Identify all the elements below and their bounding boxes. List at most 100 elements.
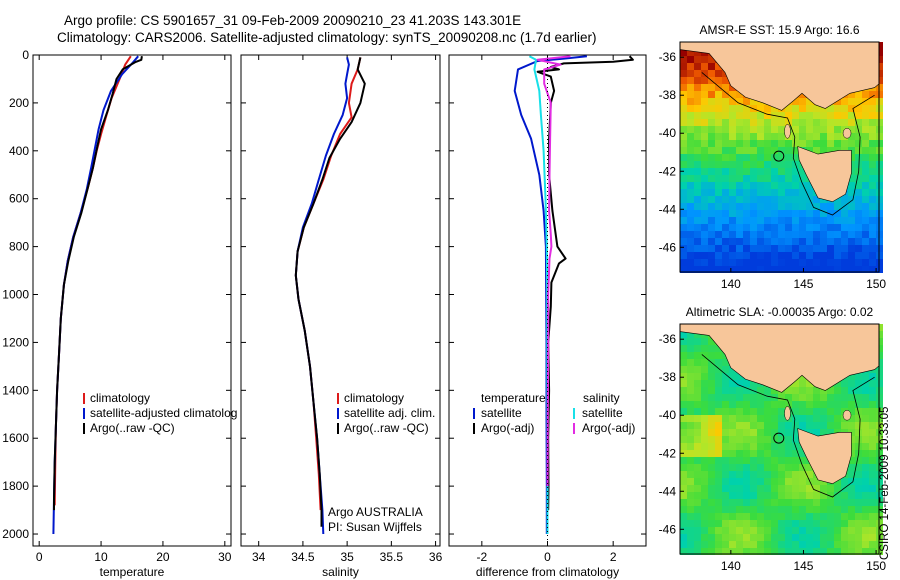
- map-cell: [687, 84, 694, 91]
- map-cell: [778, 429, 785, 436]
- map-cell: [792, 485, 799, 492]
- map-cell: [743, 527, 750, 534]
- map-cell: [680, 252, 687, 259]
- map-cell: [736, 119, 743, 126]
- map-cell: [701, 345, 708, 352]
- map-cell: [862, 259, 869, 266]
- map-cell: [862, 98, 869, 105]
- annotation-line1: Argo AUSTRALIA: [328, 505, 423, 519]
- map-cell: [750, 245, 757, 252]
- map-cell: [764, 154, 771, 161]
- map-cell: [694, 359, 701, 366]
- map-cell: [841, 534, 848, 541]
- map-cell: [827, 140, 834, 147]
- map-cell: [757, 259, 764, 266]
- map-cell: [792, 147, 799, 154]
- map-cell: [778, 245, 785, 252]
- legend-label: climatology: [90, 391, 150, 405]
- map-cell: [855, 464, 862, 471]
- map-cell: [680, 231, 687, 238]
- map-cell: [743, 168, 750, 175]
- map-cell: [785, 217, 792, 224]
- map-cell: [820, 252, 827, 259]
- map-cell: [757, 457, 764, 464]
- map-cell: [869, 506, 876, 513]
- salinity-panel: 34 34.5 35 35.5 36 salinity climatologysatelli…: [240, 54, 443, 579]
- map-cell: [729, 252, 736, 259]
- map-cell: [785, 196, 792, 203]
- map-cell: [813, 499, 820, 506]
- map-cell: [694, 182, 701, 189]
- y-tick-label: 1400: [2, 383, 29, 397]
- map-cell: [701, 534, 708, 541]
- map-cell: [841, 112, 848, 119]
- map-cell: [806, 259, 813, 266]
- mainland-australia: [679, 323, 880, 393]
- x-tick-label: 35.5: [380, 550, 404, 564]
- map-cell: [694, 245, 701, 252]
- map-cell: [799, 401, 806, 408]
- map-cell: [680, 492, 687, 499]
- map-cell: [813, 126, 820, 133]
- map-cell: [715, 345, 722, 352]
- map-cell: [708, 373, 715, 380]
- map-cell: [771, 105, 778, 112]
- map-cell: [750, 196, 757, 203]
- map-cell: [722, 147, 729, 154]
- map-cell: [813, 245, 820, 252]
- map-cell: [785, 457, 792, 464]
- map-cell: [778, 527, 785, 534]
- map-cell: [792, 408, 799, 415]
- map-cell: [750, 464, 757, 471]
- map-cell: [841, 259, 848, 266]
- map-cell: [855, 224, 862, 231]
- map-cell: [743, 175, 750, 182]
- map-cell: [813, 429, 820, 436]
- map-cell: [869, 259, 876, 266]
- map-cell: [778, 126, 785, 133]
- map-cell: [813, 203, 820, 210]
- map-cell: [855, 415, 862, 422]
- map-cell: [715, 520, 722, 527]
- map-cell: [715, 133, 722, 140]
- map-cell: [736, 450, 743, 457]
- map-cell: [687, 210, 694, 217]
- map-cell: [687, 422, 694, 429]
- map-cell: [785, 492, 792, 499]
- map-cell: [827, 513, 834, 520]
- map-cell: [708, 338, 715, 345]
- map-cell: [834, 394, 841, 401]
- map-cell: [680, 408, 687, 415]
- map-cell: [687, 415, 694, 422]
- map-cell: [687, 499, 694, 506]
- map-cell: [687, 366, 694, 373]
- map-cell: [848, 408, 855, 415]
- map-cell: [715, 492, 722, 499]
- map-cell: [750, 252, 757, 259]
- map-cell: [799, 126, 806, 133]
- map-cell: [827, 429, 834, 436]
- map-cell: [799, 380, 806, 387]
- map-cell: [848, 105, 855, 112]
- map-cell: [736, 485, 743, 492]
- map-cell: [778, 401, 785, 408]
- map-cell: [820, 140, 827, 147]
- map-cell: [708, 548, 715, 555]
- map-cell: [862, 217, 869, 224]
- map-cell: [855, 154, 862, 161]
- map-cell: [764, 252, 771, 259]
- map-cell: [785, 203, 792, 210]
- y-tick-label: 1600: [2, 431, 29, 445]
- map-cell: [855, 478, 862, 485]
- map-cell: [834, 387, 841, 394]
- map-cell: [722, 91, 729, 98]
- map-cell: [834, 133, 841, 140]
- map-cell: [834, 105, 841, 112]
- map-cell: [757, 520, 764, 527]
- map-cell: [764, 182, 771, 189]
- map-cell: [729, 380, 736, 387]
- map-cell: [764, 259, 771, 266]
- map-cell: [736, 527, 743, 534]
- map-cell: [855, 161, 862, 168]
- map-cell: [869, 98, 876, 105]
